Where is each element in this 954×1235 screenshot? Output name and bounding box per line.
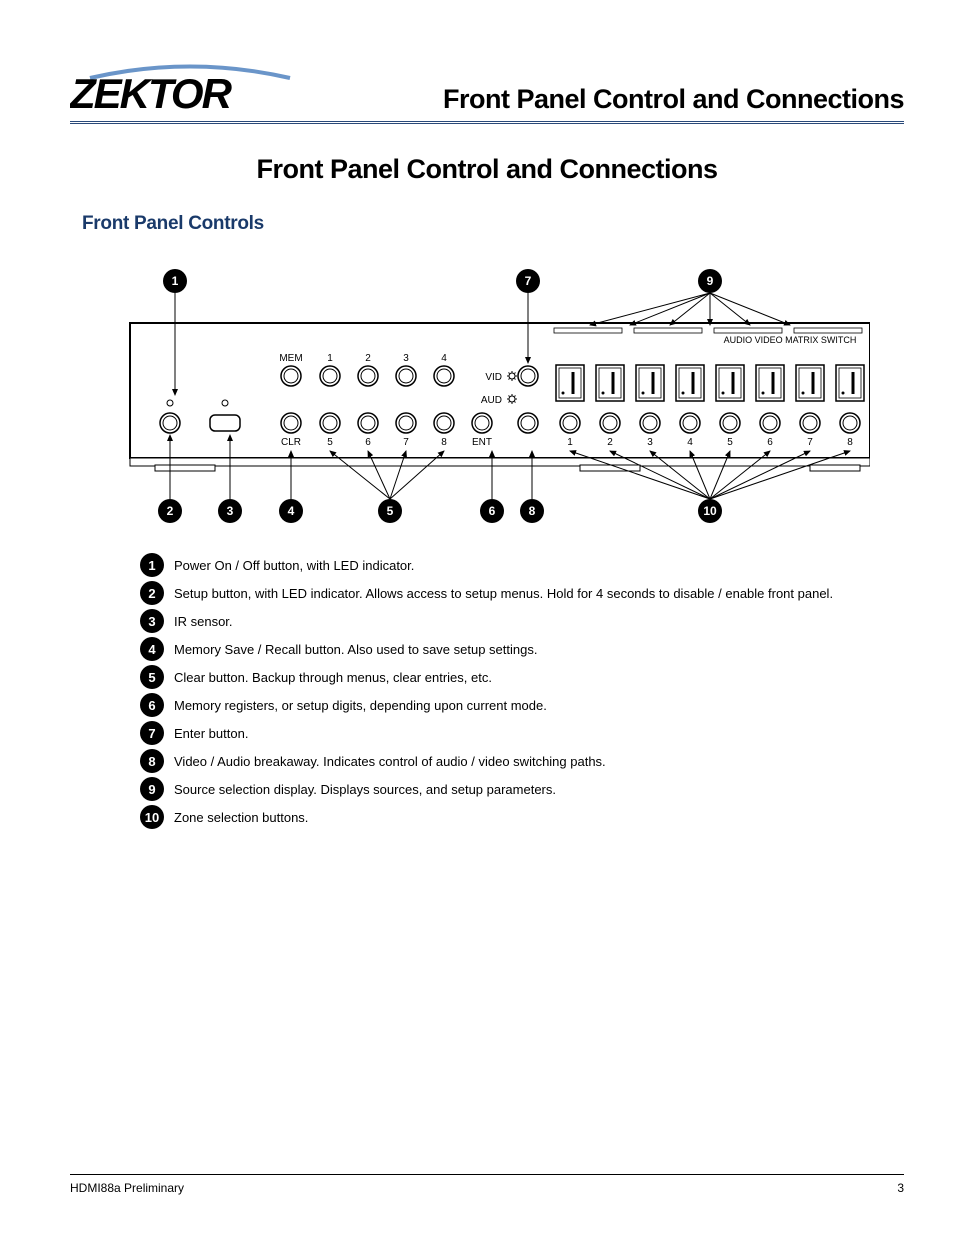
legend-text: Clear button. Backup through menus, clea… (174, 670, 492, 685)
svg-text:4: 4 (441, 353, 447, 364)
legend-item: 1 Power On / Off button, with LED indicat… (140, 553, 904, 577)
legend-number: 1 (140, 553, 164, 577)
legend-item: 10 Zone selection buttons. (140, 805, 904, 829)
footer-left: HDMI88a Preliminary (70, 1181, 184, 1195)
legend-number: 7 (140, 721, 164, 745)
svg-text:6: 6 (489, 504, 496, 518)
legend-list: 1 Power On / Off button, with LED indicat… (140, 553, 904, 829)
legend-item: 4 Memory Save / Recall button. Also used … (140, 637, 904, 661)
svg-text:7: 7 (525, 274, 532, 288)
svg-text:5: 5 (727, 437, 733, 448)
legend-number: 6 (140, 693, 164, 717)
legend-text: Zone selection buttons. (174, 810, 308, 825)
legend-item: 2 Setup button, with LED indicator. Allow… (140, 581, 904, 605)
brand-logo: ZEKTOR (70, 60, 310, 115)
legend-number: 8 (140, 749, 164, 773)
legend-number: 2 (140, 581, 164, 605)
svg-text:4: 4 (288, 504, 295, 518)
svg-text:10: 10 (703, 504, 717, 518)
svg-text:VID: VID (485, 372, 502, 383)
legend-text: IR sensor. (174, 614, 233, 629)
legend-item: 9 Source selection display. Displays sour… (140, 777, 904, 801)
legend-text: Source selection display. Displays sourc… (174, 782, 556, 797)
legend-item: 8 Video / Audio breakaway. Indicates cont… (140, 749, 904, 773)
svg-text:3: 3 (403, 353, 409, 364)
svg-text:2: 2 (167, 504, 174, 518)
svg-text:MEM: MEM (279, 353, 302, 364)
legend-text: Enter button. (174, 726, 248, 741)
svg-text:AUD: AUD (481, 395, 502, 406)
svg-text:8: 8 (441, 437, 447, 448)
svg-text:4: 4 (687, 437, 693, 448)
footer-right: 3 (897, 1181, 904, 1195)
legend-text: Power On / Off button, with LED indicato… (174, 558, 414, 573)
legend-item: 5 Clear button. Backup through menus, cle… (140, 665, 904, 689)
svg-text:5: 5 (327, 437, 333, 448)
svg-text:ENT: ENT (472, 437, 492, 448)
svg-text:1: 1 (567, 437, 573, 448)
page-title: Front Panel Control and Connections (443, 84, 904, 115)
legend-item: 6 Memory registers, or setup digits, depe… (140, 693, 904, 717)
page-header: ZEKTOR Front Panel Control and Connectio… (70, 60, 904, 124)
sub-title: Front Panel Controls (82, 213, 904, 235)
legend-text: Memory registers, or setup digits, depen… (174, 698, 547, 713)
svg-text:ZEKTOR: ZEKTOR (70, 70, 233, 110)
svg-text:7: 7 (403, 437, 409, 448)
svg-text:2: 2 (607, 437, 613, 448)
svg-text:3: 3 (227, 504, 234, 518)
svg-text:AUDIO VIDEO MATRIX SWITCH: AUDIO VIDEO MATRIX SWITCH (724, 335, 857, 345)
legend-number: 5 (140, 665, 164, 689)
front-panel-diagram: MEM 1 2 3 4 CLR 5 6 7 8 ENT VID AUD 1 2 3 4 5 6 7 8 AUDI… (70, 243, 870, 543)
legend-number: 4 (140, 637, 164, 661)
legend-number: 9 (140, 777, 164, 801)
legend-text: Setup button, with LED indicator. Allows… (174, 586, 833, 601)
legend-number: 10 (140, 805, 164, 829)
svg-text:1: 1 (327, 353, 333, 364)
svg-text:7: 7 (807, 437, 813, 448)
svg-text:6: 6 (767, 437, 773, 448)
legend-text: Memory Save / Recall button. Also used t… (174, 642, 537, 657)
svg-text:3: 3 (647, 437, 653, 448)
legend-item: 3 IR sensor. (140, 609, 904, 633)
legend-number: 3 (140, 609, 164, 633)
svg-text:1: 1 (172, 274, 179, 288)
svg-text:9: 9 (707, 274, 714, 288)
section-title: Front Panel Control and Connections (70, 154, 904, 185)
legend-item: 7 Enter button. (140, 721, 904, 745)
legend-text: Video / Audio breakaway. Indicates contr… (174, 754, 606, 769)
svg-text:8: 8 (847, 437, 853, 448)
svg-text:5: 5 (387, 504, 394, 518)
svg-text:2: 2 (365, 353, 371, 364)
svg-text:8: 8 (529, 504, 536, 518)
page-footer: HDMI88a Preliminary 3 (70, 1174, 904, 1195)
svg-text:6: 6 (365, 437, 371, 448)
svg-text:CLR: CLR (281, 437, 301, 448)
